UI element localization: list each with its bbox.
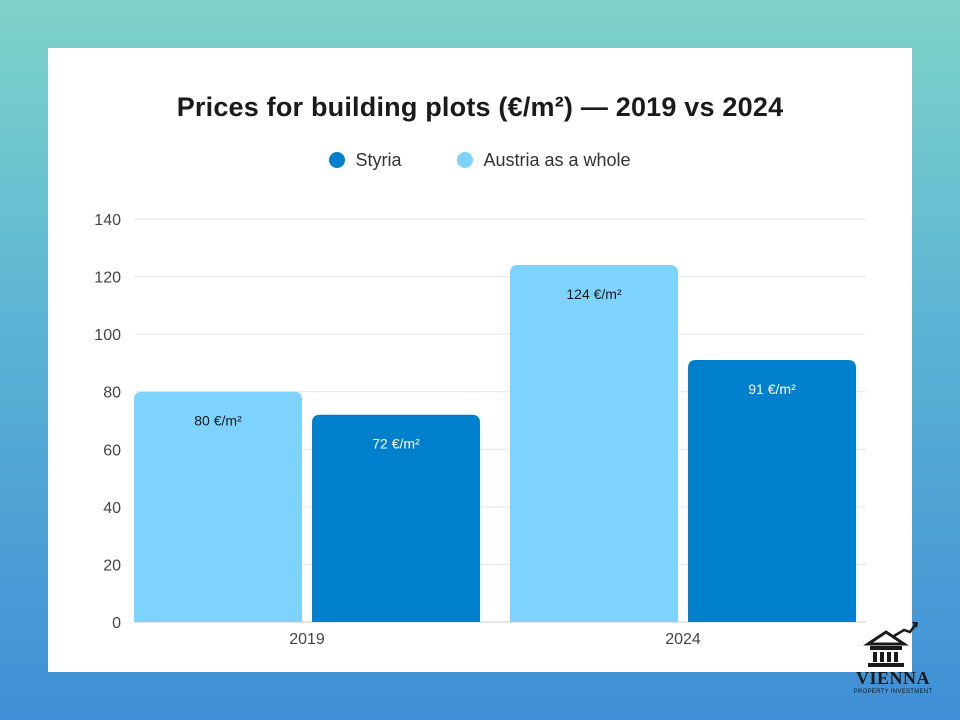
legend-swatch-styria	[329, 152, 346, 168]
logo-name: VIENNA	[855, 668, 930, 688]
data-label-styria-2019: 72 €/m²	[372, 436, 420, 452]
logo-subtitle: PROPERTY INVESTMENT	[853, 689, 933, 695]
bar-austria-as-a-whole-2024	[510, 265, 678, 622]
y-tick-label-20: 20	[103, 557, 121, 574]
y-tick-label-80: 80	[103, 385, 121, 402]
data-label-austria-as-a-whole-2019: 80 €/m²	[194, 413, 242, 429]
bar-austria-as-a-whole-2019	[134, 391, 302, 622]
bar-styria-2019	[312, 414, 480, 622]
legend-item-styria: Styria	[329, 150, 401, 171]
bar-styria-2024	[688, 360, 856, 622]
x-tick-label-2019: 2019	[289, 631, 325, 648]
y-tick-label-0: 0	[112, 615, 121, 632]
chart-legend: Styria Austria as a whole	[0, 148, 960, 172]
y-tick-label-140: 140	[94, 212, 121, 229]
legend-label-styria: Styria	[355, 149, 402, 170]
y-tick-label-120: 120	[94, 270, 121, 287]
y-tick-label-60: 60	[103, 442, 121, 459]
y-tick-label-100: 100	[94, 327, 121, 344]
legend-swatch-austria	[457, 152, 474, 168]
legend-item-austria: Austria as a whole	[457, 149, 631, 171]
legend-label-austria: Austria as a whole	[483, 149, 631, 170]
y-tick-label-40: 40	[103, 500, 121, 517]
data-label-austria-as-a-whole-2024: 124 €/m²	[566, 286, 622, 302]
vienna-logo-icon	[863, 622, 918, 667]
chart-title: Prices for building plots (€/m²) — 2019 …	[176, 92, 784, 122]
x-tick-label-2024: 2024	[665, 631, 701, 648]
data-label-styria-2024: 91 €/m²	[748, 381, 796, 397]
